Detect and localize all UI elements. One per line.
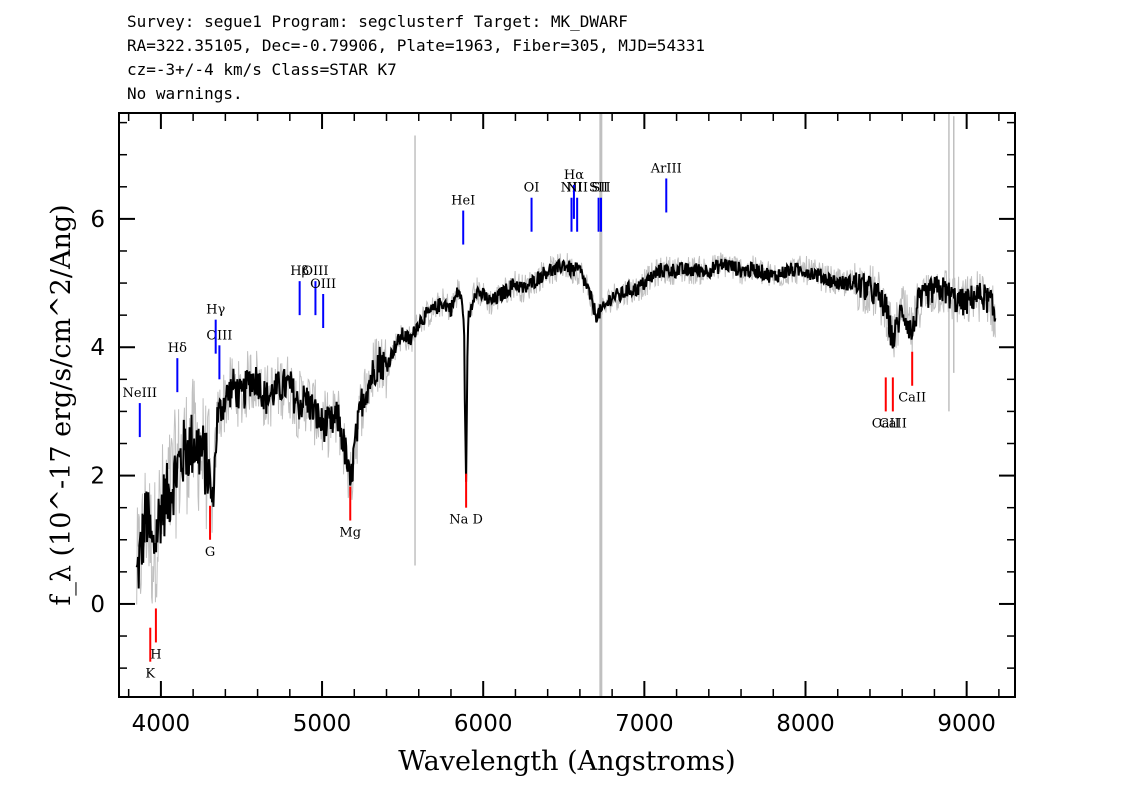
x-tick-label: 4000 — [132, 711, 191, 737]
y-tick-label: 6 — [90, 207, 105, 233]
line-label: Hβ — [290, 264, 309, 279]
line-label: Mg — [339, 526, 361, 541]
line-label: OI — [524, 181, 540, 196]
error-spectrum — [136, 252, 996, 605]
y-tick-label: 0 — [90, 592, 105, 618]
line-label: Na D — [449, 513, 483, 528]
line-label: NeIII — [123, 386, 157, 401]
line-label: K — [145, 667, 155, 682]
line-label: Hγ — [206, 303, 225, 318]
flux-series — [135, 258, 997, 589]
line-label: H — [150, 647, 161, 662]
line-label: OIII — [206, 328, 232, 343]
line-label: CaII — [898, 391, 926, 406]
line-label: Hα — [564, 168, 584, 183]
line-label: NII — [566, 181, 588, 196]
y-axis-label: f_λ (10^-17 erg/s/cm^2/Ang) — [46, 204, 77, 605]
line-label: NII — [561, 181, 583, 196]
line-label: SII — [589, 181, 608, 196]
line-label: OIII — [310, 277, 336, 292]
axis-ticks: 4000 5000 6000 7000 8000 9000 0 2 4 6 — [90, 113, 1015, 737]
header-line-2: RA=322.35105, Dec=-0.79906, Plate=1963, … — [127, 36, 705, 55]
x-axis-label: Wavelength (Angstroms) — [398, 746, 735, 777]
line-label: Hδ — [168, 341, 187, 356]
line-label: G — [205, 545, 215, 560]
x-tick-label: 7000 — [615, 711, 674, 737]
line-label: ArIII — [650, 161, 682, 176]
line-label: SII — [591, 181, 610, 196]
flux-spectrum — [135, 258, 997, 589]
line-label: CaII — [872, 416, 900, 431]
x-tick-label: 6000 — [454, 711, 513, 737]
line-label: CaII — [879, 416, 907, 431]
header-line-1: Survey: segue1 Program: segclusterf Targ… — [127, 12, 628, 31]
x-tick-label: 5000 — [293, 711, 352, 737]
x-tick-label: 9000 — [937, 711, 996, 737]
x-tick-label: 8000 — [776, 711, 835, 737]
line-label: OIII — [302, 264, 328, 279]
y-tick-label: 4 — [90, 335, 105, 361]
header-line-4: No warnings. — [127, 84, 243, 103]
line-label: HeI — [451, 194, 475, 209]
plot-frame — [118, 112, 1016, 698]
y-tick-label: 2 — [90, 464, 105, 490]
header-line-3: cz=-3+/-4 km/s Class=STAR K7 — [127, 60, 397, 79]
